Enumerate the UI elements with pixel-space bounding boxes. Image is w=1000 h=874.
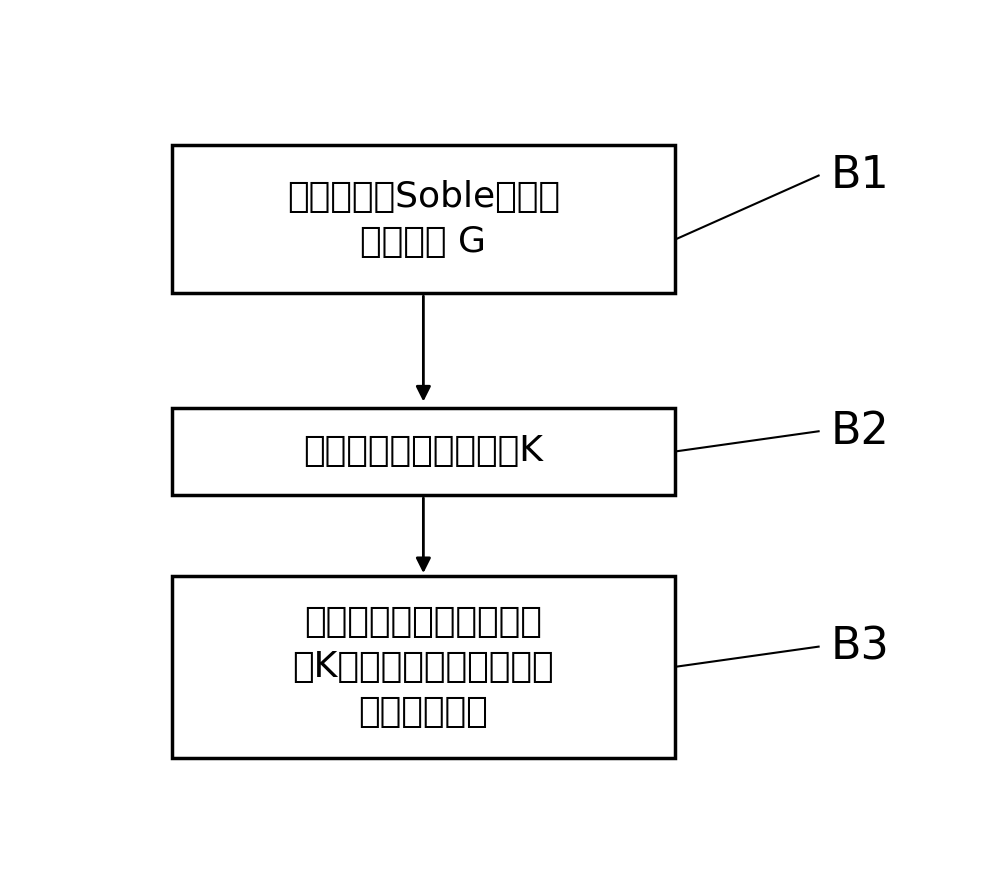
- Text: 计算图像特征点的个数K: 计算图像特征点的个数K: [303, 434, 543, 468]
- Text: B2: B2: [830, 410, 889, 453]
- FancyBboxPatch shape: [172, 407, 675, 496]
- Text: B3: B3: [830, 625, 889, 668]
- Text: 计算图像的Soble边缘的
总灰度值 G: 计算图像的Soble边缘的 总灰度值 G: [287, 180, 560, 259]
- FancyBboxPatch shape: [172, 576, 675, 758]
- Text: B1: B1: [830, 154, 889, 197]
- FancyBboxPatch shape: [172, 145, 675, 294]
- Text: 取海赛矩阵中响应最大的
前K个特征点作为最终提取
出来的特征点: 取海赛矩阵中响应最大的 前K个特征点作为最终提取 出来的特征点: [293, 605, 554, 729]
